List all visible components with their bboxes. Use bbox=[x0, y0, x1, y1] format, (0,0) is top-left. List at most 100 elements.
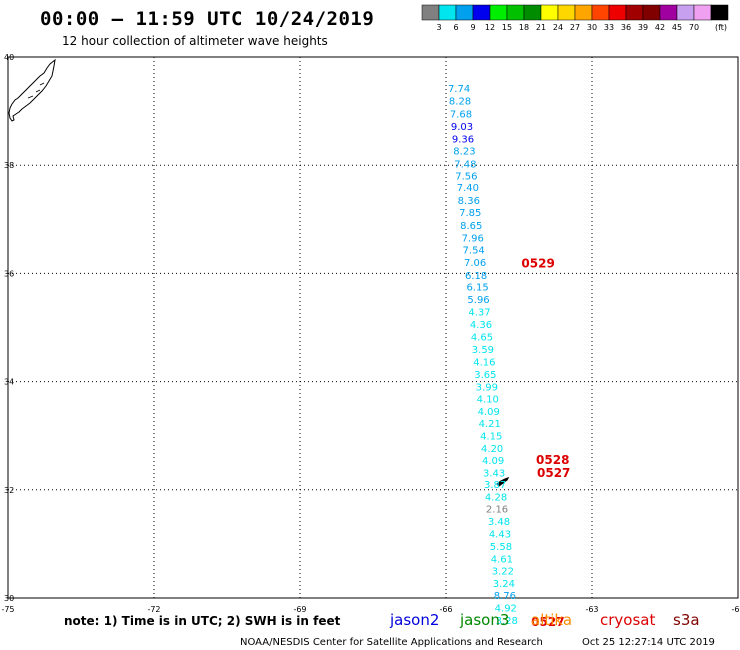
wave-height-value: 7.48 bbox=[454, 159, 476, 170]
wave-height-value: 3.87 bbox=[484, 480, 506, 491]
wave-height-value: 4.36 bbox=[470, 320, 492, 331]
color-scale-label: 36 bbox=[621, 23, 631, 32]
wave-height-value: 3.43 bbox=[483, 468, 505, 479]
wave-height-value: 8.76 bbox=[494, 591, 516, 602]
wave-height-value: 4.09 bbox=[482, 456, 504, 467]
wave-height-value: 7.54 bbox=[463, 245, 485, 256]
color-scale-swatch bbox=[591, 4, 610, 21]
lon-tick-label: -69 bbox=[293, 605, 306, 614]
color-scale-swatch bbox=[659, 4, 678, 21]
color-scale-swatch bbox=[455, 4, 474, 21]
wave-height-value: 4.15 bbox=[480, 431, 502, 442]
wave-height-value: 4.61 bbox=[491, 554, 513, 565]
map-title: 00:00 – 11:59 UTC 10/24/2019 bbox=[40, 8, 374, 30]
map-subtitle: 12 hour collection of altimeter wave hei… bbox=[62, 34, 328, 48]
wave-height-value: 5.96 bbox=[467, 295, 489, 306]
color-scale-label: 12 bbox=[485, 23, 495, 32]
color-scale-label: 70 bbox=[689, 23, 699, 32]
color-scale-unit: (ft) bbox=[715, 23, 727, 32]
color-scale-label: 3 bbox=[436, 23, 441, 32]
map-plot-area: -75-72-69-66-63-60403836343230 7.748.287… bbox=[1, 53, 740, 629]
satellite-legend-cryosat: cryosat bbox=[600, 611, 655, 629]
color-scale-label: 24 bbox=[553, 23, 563, 32]
color-scale-legend: 3 6 9 12 15 18 21 24 27 30 33 36 39 42 45 70 bbox=[421, 4, 729, 32]
color-scale-label: 39 bbox=[638, 23, 648, 32]
satellite-legend-s3a: s3a bbox=[673, 611, 700, 629]
wave-height-value: 4.43 bbox=[489, 529, 511, 540]
map-frame bbox=[7, 56, 739, 599]
color-scale-swatch bbox=[642, 4, 661, 21]
pass-time-label: 0527 bbox=[531, 615, 564, 629]
coastline-shape bbox=[8, 58, 56, 122]
lat-tick-label: 40 bbox=[4, 53, 14, 62]
wave-height-value: 4.09 bbox=[478, 407, 500, 418]
color-scale-swatch bbox=[693, 4, 712, 21]
color-scale-label: 33 bbox=[604, 23, 614, 32]
wave-height-value: 5.58 bbox=[490, 542, 512, 553]
wave-height-value: 4.20 bbox=[481, 444, 503, 455]
color-scale-swatch bbox=[540, 4, 559, 21]
wave-height-value: 7.06 bbox=[464, 258, 486, 269]
color-scale-swatch bbox=[625, 4, 644, 21]
satellite-legend-jason3: jason3 bbox=[459, 611, 509, 629]
satellite-legend-jason2: jason2 bbox=[389, 611, 439, 629]
wave-height-value: 2.16 bbox=[486, 505, 508, 516]
wave-height-value: 7.56 bbox=[455, 171, 477, 182]
wave-height-value: 8.36 bbox=[458, 196, 480, 207]
wave-height-value: 4.37 bbox=[468, 308, 490, 319]
color-scale-swatch bbox=[523, 4, 542, 21]
wave-height-value: 4.16 bbox=[473, 357, 495, 368]
lat-tick-label: 32 bbox=[4, 486, 14, 495]
wave-height-value: 3.28 bbox=[496, 616, 518, 627]
wave-height-value: 8.28 bbox=[449, 97, 471, 108]
wave-height-value: 3.48 bbox=[488, 517, 510, 528]
pass-time-label: 0529 bbox=[521, 256, 554, 270]
wave-height-value: 8.23 bbox=[453, 146, 475, 157]
wave-height-values: 7.74 8.28 7.689.039.368.23 7.487.567.40 8.36… bbox=[448, 84, 518, 627]
island-shape bbox=[496, 476, 510, 487]
color-scale-label: 18 bbox=[519, 23, 529, 32]
lon-tick-label: -60 bbox=[731, 605, 740, 614]
footer-timestamp: Oct 25 12:27:14 UTC 2019 bbox=[582, 637, 715, 648]
wave-height-value: 7.85 bbox=[459, 208, 481, 219]
wave-height-value: 6.15 bbox=[466, 283, 488, 294]
color-scale-label: 42 bbox=[655, 23, 665, 32]
wave-height-value: 3.24 bbox=[493, 579, 515, 590]
lat-tick-label: 30 bbox=[4, 594, 14, 603]
color-scale-label: 9 bbox=[470, 23, 475, 32]
footer-note: note: 1) Time is in UTC; 2) SWH is in fe… bbox=[64, 614, 341, 628]
wave-height-value: 6.18 bbox=[465, 271, 487, 282]
coastline-inlet bbox=[27, 82, 45, 99]
grid-lines bbox=[8, 57, 738, 598]
wave-height-value: 9.36 bbox=[452, 134, 474, 145]
color-scale-swatch bbox=[557, 4, 576, 21]
color-scale-swatch bbox=[421, 4, 440, 21]
lon-tick-label: -63 bbox=[585, 605, 598, 614]
pass-time-label: 0528 bbox=[536, 453, 569, 467]
wave-height-value: 3.22 bbox=[492, 567, 514, 578]
wave-height-value: 7.40 bbox=[457, 183, 479, 194]
color-scale-swatch bbox=[506, 4, 525, 21]
lon-tick-label: -72 bbox=[147, 605, 160, 614]
lat-tick-label: 34 bbox=[4, 378, 14, 387]
axis-ticks: -75 -72 -69 -66 -63 -60 40 38 36 34 32 30 bbox=[1, 53, 740, 614]
wave-height-value: 4.28 bbox=[485, 493, 507, 504]
color-scale-label: 15 bbox=[502, 23, 512, 32]
color-scale-label: 27 bbox=[570, 23, 580, 32]
color-scale-label: 6 bbox=[453, 23, 458, 32]
color-scale-swatch bbox=[710, 4, 729, 21]
wave-height-value: 7.68 bbox=[450, 110, 472, 121]
color-scale-label: 30 bbox=[587, 23, 597, 32]
wave-height-value: 4.10 bbox=[477, 395, 499, 406]
wave-height-value: 3.99 bbox=[476, 382, 498, 393]
lat-tick-label: 38 bbox=[4, 161, 14, 170]
wave-height-value: 4.65 bbox=[471, 332, 493, 343]
color-scale-swatch bbox=[574, 4, 593, 21]
color-scale-swatch bbox=[676, 4, 695, 21]
lon-tick-label: -75 bbox=[1, 605, 14, 614]
wave-height-value: 8.65 bbox=[460, 221, 482, 232]
wave-height-value: 9.03 bbox=[451, 122, 473, 133]
wave-height-value: 3.59 bbox=[472, 345, 494, 356]
